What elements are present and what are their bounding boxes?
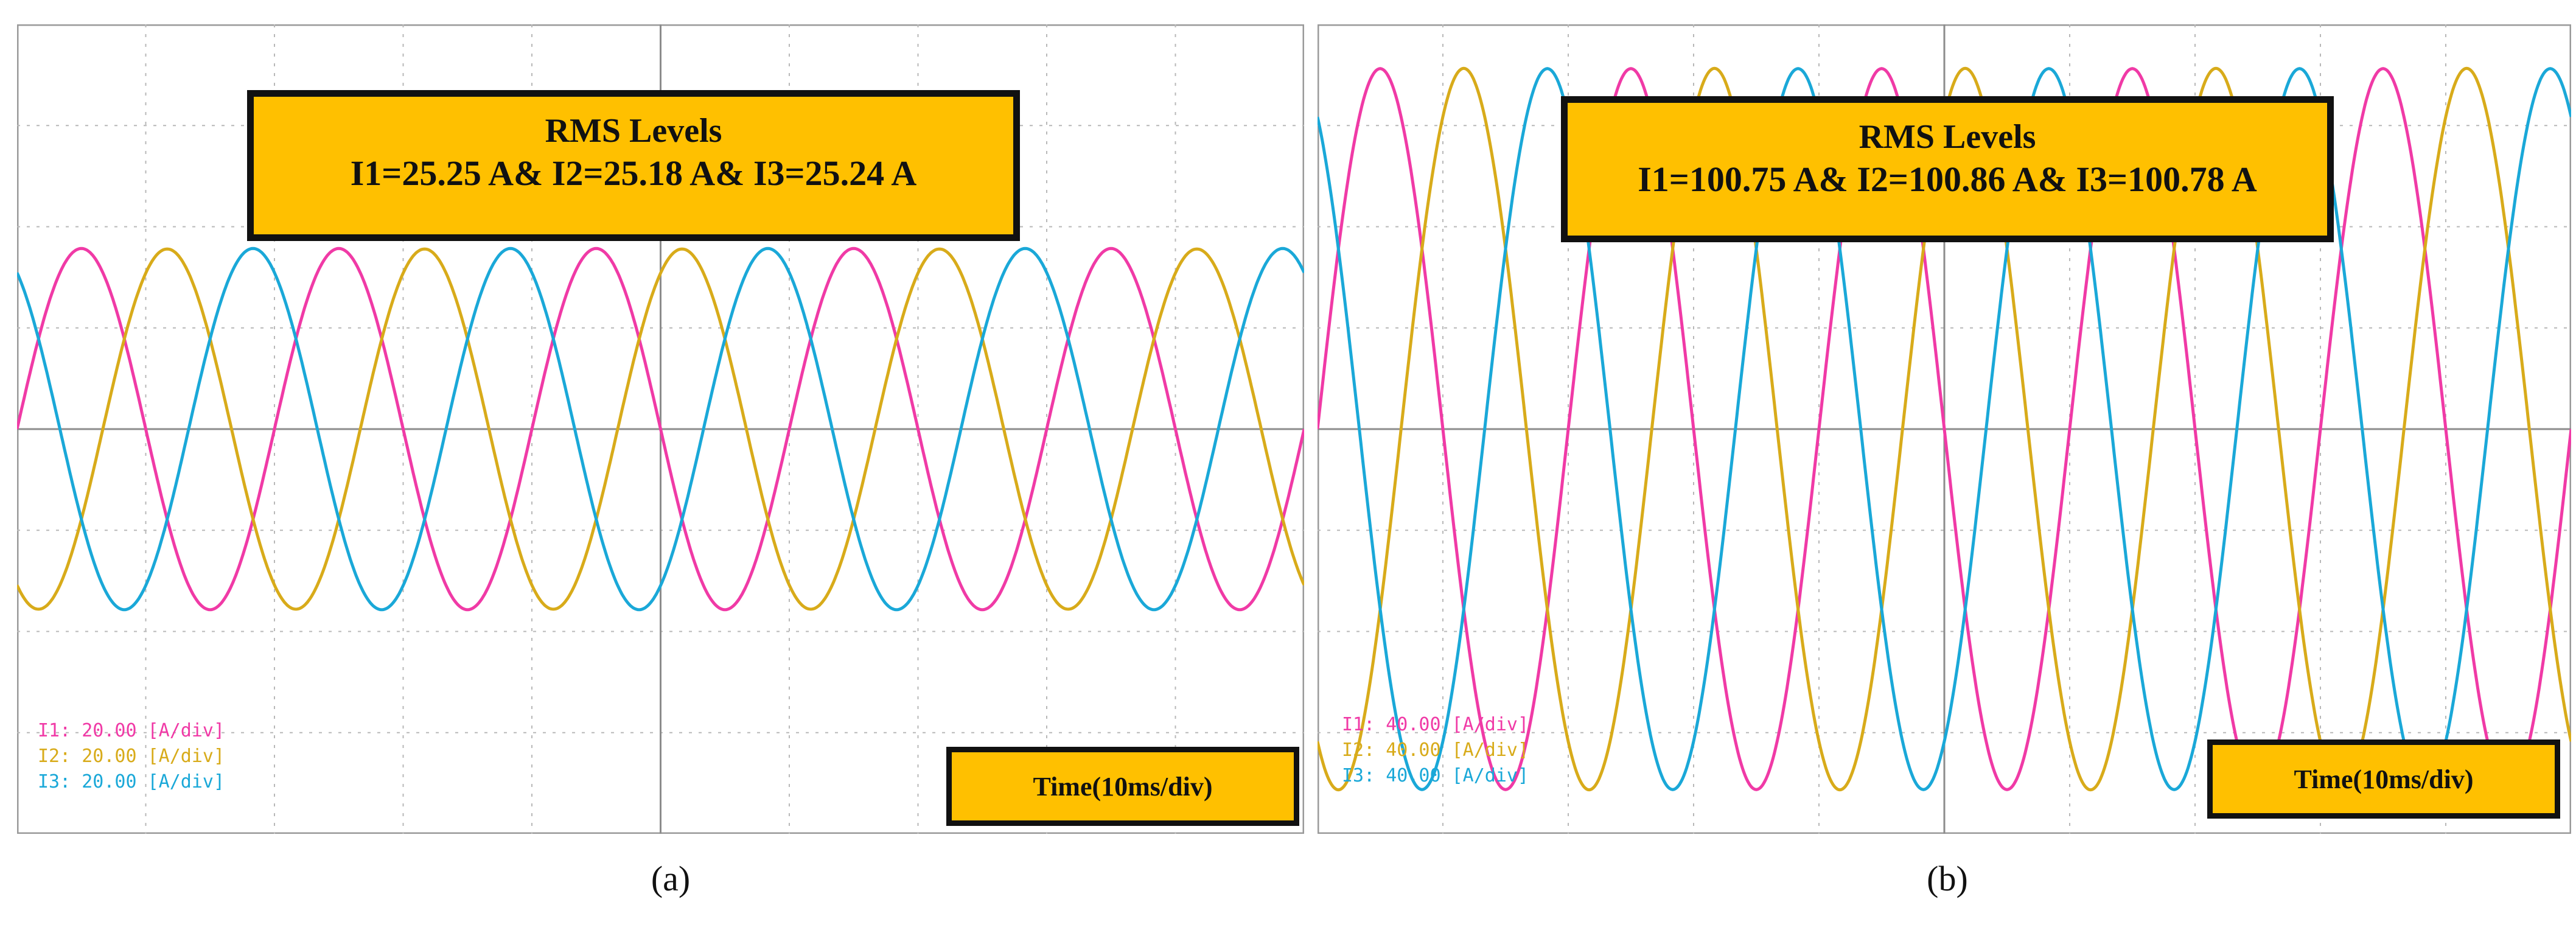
time-scale-label-b: Time(10ms/div) xyxy=(2294,764,2474,794)
channel-legend-b: I1: 40.00 [A/div] I2: 40.00 [A/div] I3: … xyxy=(1342,712,1529,789)
waveform-i3 xyxy=(17,246,1304,612)
rms-values-a: I1=25.25 A& I2=25.18 A& I3=25.24 A xyxy=(350,153,917,193)
rms-values-b: I1=100.75 A& I2=100.86 A& I3=100.78 A xyxy=(1638,159,2257,199)
time-scale-box-b: Time(10ms/div) xyxy=(2207,739,2560,819)
caption-b: (b) xyxy=(1927,859,1968,898)
legend-i1-b: I1: 40.00 [A/div] xyxy=(1342,714,1529,735)
scope-panel-b: RMS Levels I1=100.75 A& I2=100.86 A& I3=… xyxy=(1318,24,2571,834)
waveform-i1 xyxy=(1318,67,2571,791)
rms-levels-box-a: RMS Levels I1=25.25 A& I2=25.18 A& I3=25… xyxy=(247,90,1020,241)
rms-levels-box-b: RMS Levels I1=100.75 A& I2=100.86 A& I3=… xyxy=(1561,96,2334,242)
rms-title-a: RMS Levels xyxy=(545,112,722,150)
legend-i2-a: I2: 20.00 [A/div] xyxy=(38,746,225,767)
time-scale-box-a: Time(10ms/div) xyxy=(946,747,1299,826)
caption-a: (a) xyxy=(651,859,691,898)
waveform-i2 xyxy=(17,247,1304,611)
waveform-i3 xyxy=(1318,67,2571,791)
legend-i3-b: I3: 40.00 [A/div] xyxy=(1342,765,1529,786)
scope-panel-a: RMS Levels I1=25.25 A& I2=25.18 A& I3=25… xyxy=(17,24,1304,834)
channel-legend-a: I1: 20.00 [A/div] I2: 20.00 [A/div] I3: … xyxy=(38,718,225,795)
legend-i2-b: I2: 40.00 [A/div] xyxy=(1342,739,1529,761)
time-scale-label-a: Time(10ms/div) xyxy=(1033,771,1213,802)
legend-i3-a: I3: 20.00 [A/div] xyxy=(38,771,225,792)
legend-i1-a: I1: 20.00 [A/div] xyxy=(38,720,225,741)
waveform-i1 xyxy=(17,246,1304,612)
rms-title-b: RMS Levels xyxy=(1859,118,2036,156)
